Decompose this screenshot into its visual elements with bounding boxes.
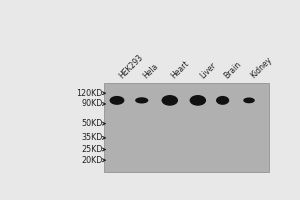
Text: Brain: Brain <box>223 60 243 80</box>
Text: 20KD: 20KD <box>81 156 103 165</box>
Text: Hela: Hela <box>142 62 160 80</box>
Ellipse shape <box>243 97 255 103</box>
Bar <box>104 83 269 172</box>
Text: 50KD: 50KD <box>81 119 103 128</box>
Ellipse shape <box>190 95 206 106</box>
Text: HEK293: HEK293 <box>117 53 145 80</box>
Ellipse shape <box>161 95 178 106</box>
Text: 90KD: 90KD <box>81 99 103 108</box>
Text: 120KD: 120KD <box>76 89 103 98</box>
Text: 25KD: 25KD <box>81 145 103 154</box>
Text: 35KD: 35KD <box>81 133 103 142</box>
Ellipse shape <box>135 97 148 104</box>
Ellipse shape <box>216 96 229 105</box>
Text: Heart: Heart <box>170 59 191 80</box>
Text: Kidney: Kidney <box>249 55 274 80</box>
Text: Liver: Liver <box>198 60 218 80</box>
Ellipse shape <box>110 96 124 105</box>
